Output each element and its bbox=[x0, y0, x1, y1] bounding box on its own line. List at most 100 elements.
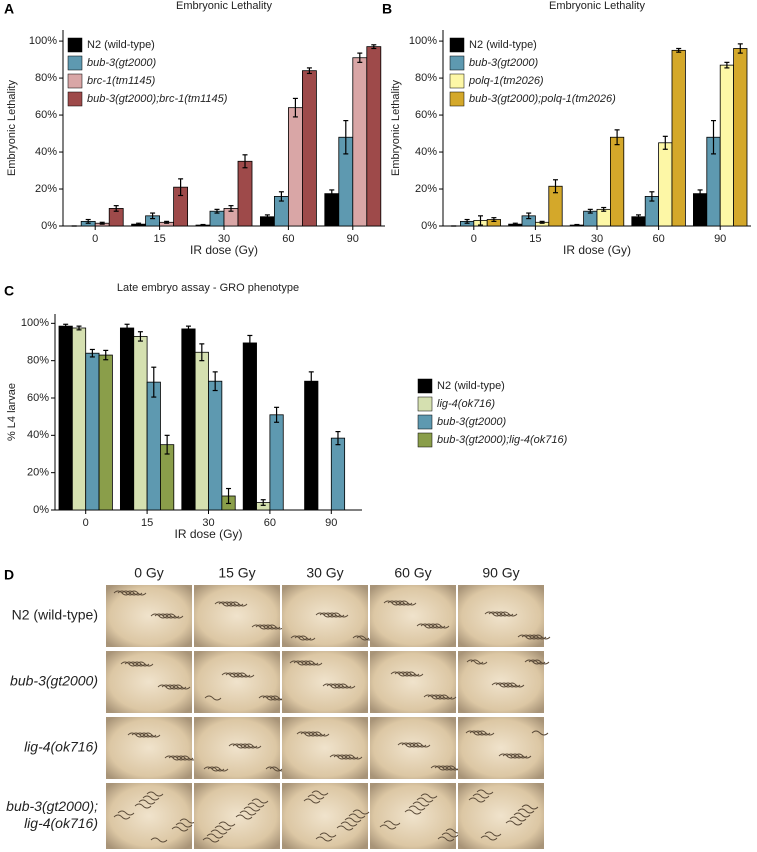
error-bar bbox=[76, 325, 82, 331]
error-bar bbox=[308, 371, 314, 392]
y-tick-label: 40% bbox=[27, 429, 49, 441]
micrograph bbox=[282, 651, 368, 713]
bar bbox=[658, 142, 673, 227]
error-bar bbox=[614, 129, 620, 146]
error-bar bbox=[552, 179, 558, 194]
worm bbox=[143, 732, 161, 738]
micrograph bbox=[282, 717, 368, 779]
worm bbox=[348, 813, 366, 819]
bar bbox=[181, 328, 196, 511]
x-tick-label: 60 bbox=[282, 233, 294, 245]
worm bbox=[383, 820, 401, 826]
error-bar bbox=[200, 223, 206, 227]
worm bbox=[344, 817, 362, 823]
worm bbox=[432, 623, 450, 629]
worm bbox=[150, 837, 168, 843]
worm bbox=[230, 601, 248, 607]
bar bbox=[71, 327, 87, 511]
y-tick-label: 0% bbox=[41, 220, 57, 232]
error-bar bbox=[477, 215, 483, 226]
y-tick-label: 20% bbox=[27, 467, 49, 479]
worm bbox=[179, 818, 197, 824]
worm bbox=[303, 798, 321, 804]
legend-swatch bbox=[417, 396, 433, 412]
micrograph bbox=[370, 783, 456, 849]
x-tick-label: 30 bbox=[202, 517, 214, 529]
worm bbox=[404, 809, 422, 815]
error-bar bbox=[137, 331, 143, 342]
y-tick-label: 20% bbox=[35, 183, 57, 195]
worm bbox=[311, 790, 329, 796]
error-bar bbox=[164, 434, 170, 455]
micrograph bbox=[106, 717, 192, 779]
bar bbox=[269, 414, 284, 511]
error-bar bbox=[242, 154, 248, 169]
worm bbox=[206, 833, 224, 839]
error-bar bbox=[724, 61, 730, 69]
y-tick-label: 100% bbox=[409, 35, 437, 47]
column-header: 90 Gy bbox=[482, 565, 519, 581]
worm bbox=[251, 798, 269, 804]
y-tick-label: 0% bbox=[33, 504, 49, 516]
worm bbox=[218, 821, 236, 827]
legend: N2 (wild-type) bub-3(gt2000) polq-1(tm2026… bbox=[449, 37, 616, 107]
legend-label: bub-3(gt2000);polq-1(tm2026) bbox=[469, 93, 616, 105]
micrograph bbox=[194, 651, 280, 713]
worm bbox=[413, 742, 431, 748]
bar bbox=[119, 327, 135, 511]
micrograph bbox=[458, 783, 544, 849]
y-tick-label: 40% bbox=[415, 146, 437, 158]
error-bar bbox=[63, 323, 69, 329]
x-tick-label: 15 bbox=[153, 233, 165, 245]
legend-swatch bbox=[67, 37, 83, 53]
x-tick-label: 90 bbox=[347, 233, 359, 245]
legend-label: brc-1(tm1145) bbox=[87, 75, 156, 87]
worm bbox=[136, 661, 154, 667]
error-bar bbox=[113, 205, 119, 212]
legend: N2 (wild-type) lig-4(ok716) bub-3(gt2000) b… bbox=[417, 378, 568, 448]
x-tick-label: 15 bbox=[141, 517, 153, 529]
worm bbox=[243, 806, 261, 812]
error-bar bbox=[512, 222, 518, 226]
y-tick-label: 60% bbox=[415, 109, 437, 121]
worm bbox=[532, 659, 550, 665]
worm bbox=[129, 590, 147, 596]
bar bbox=[302, 70, 317, 227]
bar bbox=[324, 193, 340, 227]
worm bbox=[117, 810, 135, 816]
error-bar bbox=[662, 135, 668, 150]
worm bbox=[406, 671, 424, 677]
panel-label: B bbox=[382, 1, 392, 17]
worm bbox=[521, 804, 539, 810]
y-tick-label: 60% bbox=[35, 109, 57, 121]
panel-label: C bbox=[4, 283, 14, 299]
error-bar bbox=[601, 206, 607, 212]
worm bbox=[204, 695, 222, 701]
legend-label: N2 (wild-type) bbox=[87, 39, 155, 51]
worm bbox=[171, 826, 189, 832]
legend-label: bub-3(gt2000) bbox=[437, 416, 506, 428]
y-tick-label: 80% bbox=[415, 72, 437, 84]
worm bbox=[408, 805, 426, 811]
worm bbox=[345, 754, 363, 760]
x-tick-label: 30 bbox=[591, 233, 603, 245]
worm bbox=[202, 837, 220, 843]
legend-swatch bbox=[67, 73, 83, 89]
micrograph bbox=[370, 651, 456, 713]
worm bbox=[247, 802, 265, 808]
legend-swatch bbox=[449, 73, 465, 89]
error-bar bbox=[464, 218, 470, 224]
chart-title: Embryonic Lethality bbox=[176, 0, 272, 12]
bar bbox=[596, 208, 611, 227]
x-tick-label: 60 bbox=[652, 233, 664, 245]
bar bbox=[733, 48, 748, 227]
column-header: 0 Gy bbox=[134, 565, 164, 581]
legend: N2 (wild-type) bub-3(gt2000) brc-1(tm1145)… bbox=[67, 37, 228, 107]
legend-swatch bbox=[449, 55, 465, 71]
legend-label: bub-3(gt2000) bbox=[469, 57, 538, 69]
bar bbox=[304, 380, 319, 511]
bar bbox=[98, 354, 113, 511]
worm bbox=[531, 730, 549, 736]
legend-label: N2 (wild-type) bbox=[469, 39, 537, 51]
micrograph bbox=[458, 717, 544, 779]
